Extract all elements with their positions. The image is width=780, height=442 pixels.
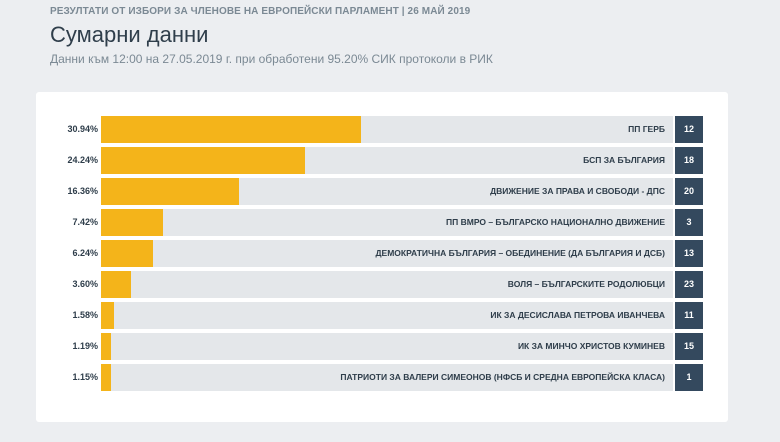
ballot-number-badge: 3: [675, 209, 703, 236]
percent-label: 24.24%: [67, 155, 98, 165]
result-row: 16.36% ДВИЖЕНИЕ ЗА ПРАВА И СВОБОДИ - ДПС 2…: [36, 178, 728, 205]
party-name: ПАТРИОТИ ЗА ВАЛЕРИ СИМЕОНОВ (НФСБ И СРЕД…: [340, 372, 665, 382]
percent-label: 3.60%: [72, 279, 98, 289]
party-name: ПП ВМРО – БЪЛГАРСКО НАЦИОНАЛНО ДВИЖЕНИЕ: [446, 217, 665, 227]
bar-track: ИК ЗА ДЕСИСЛАВА ПЕТРОВА ИВАНЧЕВА: [101, 302, 673, 329]
party-name: ИК ЗА ДЕСИСЛАВА ПЕТРОВА ИВАНЧЕВА: [490, 310, 665, 320]
ballot-number-badge: 18: [675, 147, 703, 174]
bar-track: ВОЛЯ – БЪЛГАРСКИТЕ РОДОЛЮБЦИ: [101, 271, 673, 298]
percent-label: 1.15%: [72, 372, 98, 382]
result-bar: [101, 240, 154, 267]
percent-label: 7.42%: [72, 217, 98, 227]
ballot-number-badge: 12: [675, 116, 703, 143]
percent-label: 6.24%: [72, 248, 98, 258]
bar-track: ДЕМОКРАТИЧНА БЪЛГАРИЯ – ОБЕДИНЕНИЕ (ДА Б…: [101, 240, 673, 267]
result-bar: [101, 147, 305, 174]
result-row: 1.15% ПАТРИОТИ ЗА ВАЛЕРИ СИМЕОНОВ (НФСБ И…: [36, 364, 728, 391]
result-row: 1.58% ИК ЗА ДЕСИСЛАВА ПЕТРОВА ИВАНЧЕВА 11: [36, 302, 728, 329]
party-name: БСП ЗА БЪЛГАРИЯ: [583, 155, 665, 165]
result-bar: [101, 116, 362, 143]
result-bar: [101, 209, 164, 236]
result-row: 6.24% ДЕМОКРАТИЧНА БЪЛГАРИЯ – ОБЕДИНЕНИЕ …: [36, 240, 728, 267]
result-bar: [101, 333, 111, 360]
ballot-number-badge: 1: [675, 364, 703, 391]
result-bar: [101, 271, 132, 298]
result-bar: [101, 364, 111, 391]
party-name: ДЕМОКРАТИЧНА БЪЛГАРИЯ – ОБЕДИНЕНИЕ (ДА Б…: [375, 248, 665, 258]
page-title: Сумарни данни: [50, 22, 209, 47]
bar-track: ПП ВМРО – БЪЛГАРСКО НАЦИОНАЛНО ДВИЖЕНИЕ: [101, 209, 673, 236]
election-caption: РЕЗУЛТАТИ ОТ ИЗБОРИ ЗА ЧЛЕНОВЕ НА ЕВРОПЕ…: [50, 6, 471, 17]
ballot-number-badge: 11: [675, 302, 703, 329]
ballot-number-badge: 23: [675, 271, 703, 298]
percent-label: 16.36%: [67, 186, 98, 196]
result-row: 3.60% ВОЛЯ – БЪЛГАРСКИТЕ РОДОЛЮБЦИ 23: [36, 271, 728, 298]
result-row: 1.19% ИК ЗА МИНЧО ХРИСТОВ КУМИНЕВ 15: [36, 333, 728, 360]
results-card: 30.94% ПП ГЕРБ 12 24.24% БСП ЗА БЪЛГАРИЯ 18 16…: [36, 92, 728, 422]
ballot-number-badge: 15: [675, 333, 703, 360]
results-chart: 30.94% ПП ГЕРБ 12 24.24% БСП ЗА БЪЛГАРИЯ 18 16…: [36, 116, 728, 395]
party-name: ВОЛЯ – БЪЛГАРСКИТЕ РОДОЛЮБЦИ: [507, 279, 665, 289]
party-name: ИК ЗА МИНЧО ХРИСТОВ КУМИНЕВ: [517, 341, 665, 351]
bar-track: БСП ЗА БЪЛГАРИЯ: [101, 147, 673, 174]
result-row: 30.94% ПП ГЕРБ 12: [36, 116, 728, 143]
percent-label: 1.19%: [72, 341, 98, 351]
ballot-number-badge: 20: [675, 178, 703, 205]
percent-label: 1.58%: [72, 310, 98, 320]
party-name: ПП ГЕРБ: [628, 124, 665, 134]
party-name: ДВИЖЕНИЕ ЗА ПРАВА И СВОБОДИ - ДПС: [490, 186, 665, 196]
bar-track: ИК ЗА МИНЧО ХРИСТОВ КУМИНЕВ: [101, 333, 673, 360]
bar-track: ПАТРИОТИ ЗА ВАЛЕРИ СИМЕОНОВ (НФСБ И СРЕД…: [101, 364, 673, 391]
result-bar: [101, 302, 115, 329]
percent-label: 30.94%: [67, 124, 98, 134]
result-row: 7.42% ПП ВМРО – БЪЛГАРСКО НАЦИОНАЛНО ДВИЖ…: [36, 209, 728, 236]
bar-track: ДВИЖЕНИЕ ЗА ПРАВА И СВОБОДИ - ДПС: [101, 178, 673, 205]
result-row: 24.24% БСП ЗА БЪЛГАРИЯ 18: [36, 147, 728, 174]
result-bar: [101, 178, 239, 205]
data-timestamp-subtitle: Данни към 12:00 на 27.05.2019 г. при обр…: [50, 52, 493, 66]
bar-track: ПП ГЕРБ: [101, 116, 673, 143]
ballot-number-badge: 13: [675, 240, 703, 267]
